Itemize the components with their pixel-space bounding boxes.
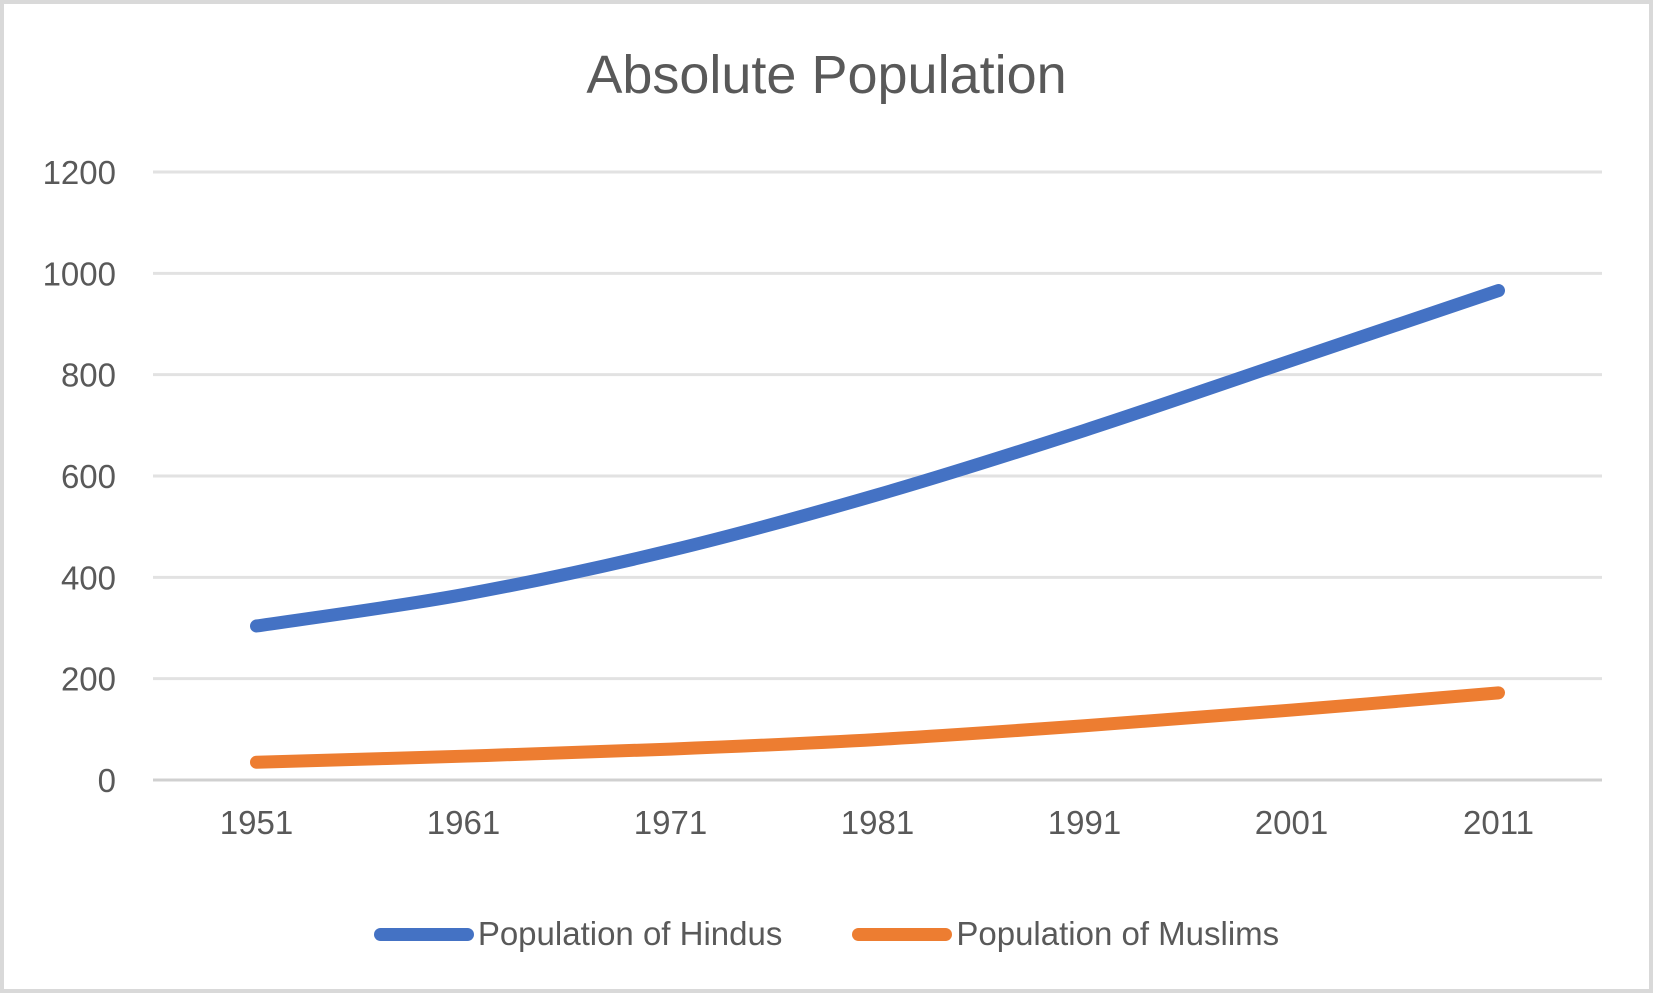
chart-title: Absolute Population — [586, 45, 1067, 105]
y-tick-label-1200: 1200 — [43, 154, 116, 191]
legend-swatch-hindus-icon — [373, 927, 474, 941]
x-tick-label-1981: 1981 — [841, 804, 914, 841]
x-tick-label-1971: 1971 — [634, 804, 707, 841]
y-tick-label-400: 400 — [61, 559, 116, 596]
y-tick-label-0: 0 — [98, 762, 116, 799]
legend-item-hindus: Population of Hindus — [373, 914, 783, 954]
x-tick-label-1961: 1961 — [427, 804, 500, 841]
y-tick-label-200: 200 — [61, 661, 116, 698]
series-line-population-of-muslims — [250, 686, 1505, 769]
x-tick-label-1991: 1991 — [1048, 804, 1121, 841]
y-tick-label-600: 600 — [61, 458, 116, 495]
y-tick-label-800: 800 — [61, 357, 116, 394]
series-line-population-of-hindus — [250, 284, 1505, 633]
y-tick-label-1000: 1000 — [43, 255, 116, 292]
legend-item-muslims: Population of Muslims — [852, 914, 1279, 954]
legend-swatch-muslims-icon — [852, 927, 953, 941]
legend: Population of Hindus Population of Musli… — [0, 914, 1653, 954]
legend-label-hindus: Population of Hindus — [477, 915, 783, 952]
x-tick-label-2011: 2011 — [1463, 804, 1534, 841]
x-tick-label-1951: 1951 — [220, 804, 293, 841]
x-tick-label-2001: 2001 — [1255, 804, 1328, 841]
legend-label-muslims: Population of Muslims — [956, 915, 1280, 952]
